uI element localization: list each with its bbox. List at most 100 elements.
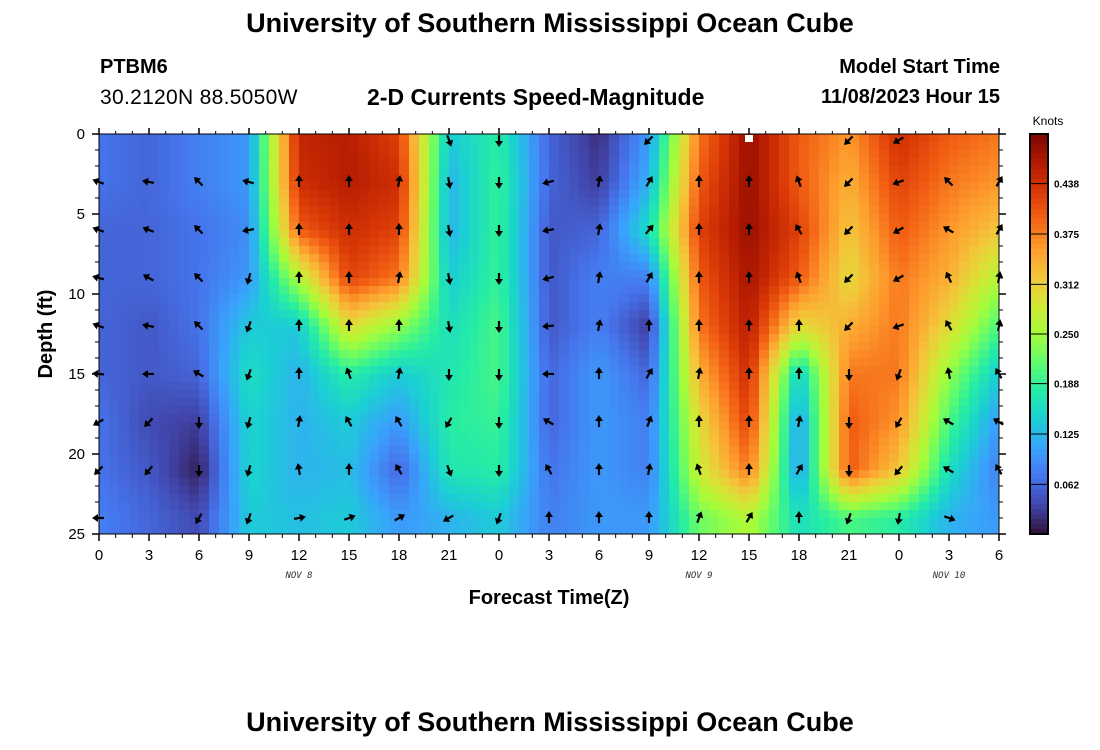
heatmap-cell [109, 198, 120, 207]
heatmap-cell [109, 478, 120, 487]
heatmap-cell [559, 350, 570, 359]
current-arrow [295, 367, 303, 379]
heatmap-cell [179, 414, 190, 423]
heatmap-cell [199, 238, 210, 247]
heatmap-cell [409, 486, 420, 495]
heatmap-cell [209, 454, 220, 463]
heatmap-cell [609, 510, 620, 519]
colorbar-segment [1030, 489, 1048, 495]
heatmap-cell [929, 278, 940, 287]
heatmap-cell [109, 494, 120, 503]
heatmap-cell [179, 446, 190, 455]
heatmap-cell [969, 470, 980, 479]
heatmap-cell [249, 174, 260, 183]
heatmap-cell [169, 470, 180, 479]
heatmap-cell [159, 286, 170, 295]
heatmap-cell [419, 222, 430, 231]
heatmap-cell [459, 518, 470, 527]
heatmap-cell [339, 254, 350, 263]
heatmap-cell [719, 342, 730, 351]
heatmap-cell [739, 270, 750, 279]
heatmap-cell [519, 206, 530, 215]
heatmap-cell [559, 198, 570, 207]
heatmap-cell [939, 390, 950, 399]
heatmap-cell [969, 238, 980, 247]
heatmap-cell [469, 414, 480, 423]
heatmap-cell [709, 294, 720, 303]
heatmap-cell [219, 334, 230, 343]
heatmap-cell [279, 446, 290, 455]
heatmap-cell [189, 326, 200, 335]
heatmap-cell [299, 446, 310, 455]
heatmap-cell [479, 246, 490, 255]
heatmap-cell [279, 470, 290, 479]
heatmap-cell [559, 134, 570, 143]
heatmap-cell [729, 374, 740, 383]
heatmap-cell [279, 462, 290, 471]
heatmap-cell [219, 166, 230, 175]
heatmap-cell [869, 278, 880, 287]
heatmap-cell [359, 398, 370, 407]
heatmap-cell [469, 286, 480, 295]
heatmap-cell [159, 462, 170, 471]
heatmap-cell [509, 310, 520, 319]
heatmap-cell [459, 230, 470, 239]
heatmap-cell [239, 278, 250, 287]
heatmap-cell [179, 222, 190, 231]
heatmap-cell [989, 222, 999, 231]
heatmap-cell [109, 158, 120, 167]
heatmap-cell [349, 270, 360, 279]
heatmap-cell [679, 270, 690, 279]
heatmap-cell [689, 398, 700, 407]
heatmap-cell [819, 166, 830, 175]
heatmap-cell [759, 422, 770, 431]
heatmap-cell [449, 278, 460, 287]
heatmap-cell [259, 182, 270, 191]
colorbar-segment [1030, 144, 1048, 150]
heatmap-cell [829, 230, 840, 239]
heatmap-cell [829, 406, 840, 415]
heatmap-cell [609, 230, 620, 239]
heatmap-cell [279, 494, 290, 503]
heatmap-cell [129, 462, 140, 471]
heatmap-cell [979, 470, 990, 479]
heatmap-cell [969, 174, 980, 183]
heatmap-cell [159, 318, 170, 327]
heatmap-cell [819, 254, 830, 263]
heatmap-cell [829, 222, 840, 231]
heatmap-cell [189, 438, 200, 447]
heatmap-cell [609, 246, 620, 255]
heatmap-cell [709, 222, 720, 231]
heatmap-cell [399, 478, 410, 487]
heatmap-cell [939, 190, 950, 199]
heatmap-cell [739, 134, 750, 143]
heatmap-cell [349, 318, 360, 327]
heatmap-cell [989, 406, 999, 415]
heatmap-cell [589, 414, 600, 423]
heatmap-cell [819, 526, 830, 534]
heatmap-cell [919, 526, 930, 534]
heatmap-cell [639, 166, 650, 175]
heatmap-cell [729, 318, 740, 327]
heatmap-cell [319, 158, 330, 167]
heatmap-cell [429, 502, 440, 511]
heatmap-cell [649, 222, 660, 231]
heatmap-cell [469, 230, 480, 239]
heatmap-cell [949, 190, 960, 199]
heatmap-cell [439, 510, 450, 519]
heatmap-cell [449, 174, 460, 183]
heatmap-cell [959, 358, 970, 367]
heatmap-cell [819, 510, 830, 519]
heatmap-cell [309, 270, 320, 279]
heatmap-cell [809, 182, 820, 191]
heatmap-cell [889, 526, 900, 534]
heatmap-cell [569, 166, 580, 175]
heatmap-cell [319, 526, 330, 534]
heatmap-cell [389, 438, 400, 447]
heatmap-cell [499, 390, 510, 399]
heatmap-cell [809, 246, 820, 255]
heatmap-cell [649, 262, 660, 271]
heatmap-cell [389, 334, 400, 343]
heatmap-cell [169, 326, 180, 335]
heatmap-cell [439, 342, 450, 351]
